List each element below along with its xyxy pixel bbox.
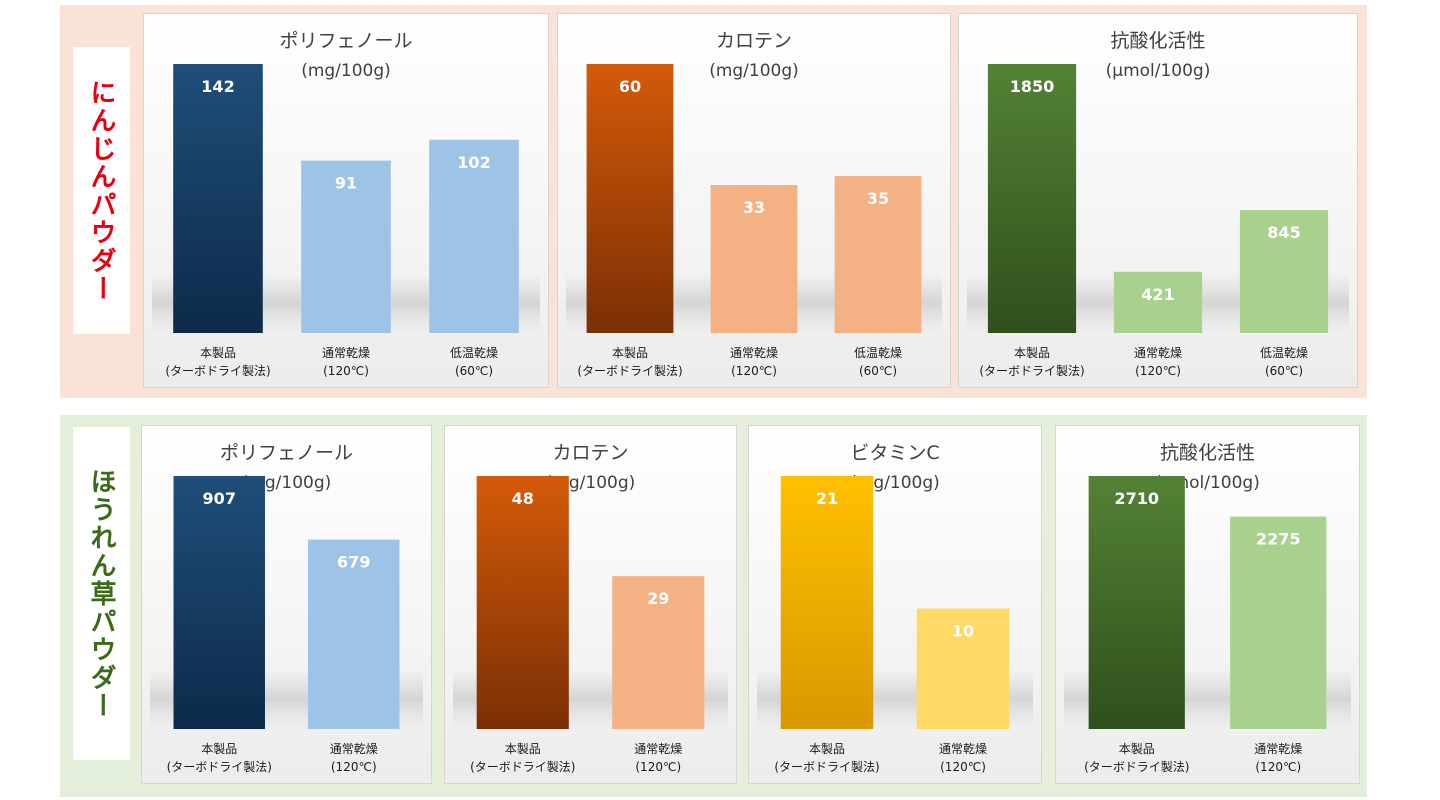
value-label-0: 60 [619, 77, 641, 96]
category-label-0: 本製品 [1119, 742, 1155, 756]
chart-svg: ポリフェノール(mg/100g)907本製品(ターボドライ製法)679通常乾燥(… [150, 442, 423, 774]
bar-1 [710, 185, 798, 333]
chart-title: 抗酸化活性 [1110, 30, 1205, 52]
value-label-1: 33 [743, 198, 765, 217]
bar-1 [1230, 516, 1327, 729]
bar-2 [429, 139, 519, 333]
chart-svg: 抗酸化活性 (μmol/100g) 1850 本製品 (ターボドライ製法) 421 通常乾燥… [967, 30, 1349, 378]
category-label-0: 本製品 [505, 742, 541, 756]
category-label-2: 低温乾燥 [854, 346, 902, 360]
bar-2 [834, 176, 922, 333]
bar-0 [780, 476, 874, 729]
bar-0 [586, 64, 674, 333]
carrot-section-label: にんじんパウダー [86, 78, 116, 303]
bar-0 [173, 64, 263, 333]
category-label-2: 低温乾燥 [1260, 346, 1308, 360]
category-sublabel-1: (120℃) [331, 760, 377, 774]
bar-1 [612, 576, 705, 729]
spinach-section-label: ほうれん草パウダー [86, 467, 116, 720]
bar-0 [173, 476, 265, 729]
category-label-0: 本製品 [201, 742, 237, 756]
chart-title: 抗酸化活性 [1160, 442, 1255, 464]
category-sublabel-0: (ターボドライ製法) [979, 364, 1084, 378]
bar-0 [1088, 476, 1185, 729]
category-label-0: 本製品 [809, 742, 845, 756]
category-label-1: 通常乾燥 [1254, 742, 1302, 756]
category-label-1: 通常乾燥 [939, 742, 987, 756]
category-sublabel-2: (60℃) [1265, 364, 1303, 378]
carrot-polyphenol-chart: ポリフェノール (mg/100g) 142 本製品 (ターボドライ製法) 91 通常乾燥 (1… [143, 13, 549, 388]
spinach-polyphenol-chart: ポリフェノール (mg/100g) 907 本製品 (ターボドライ製法) 679 通常乾燥(… [141, 425, 432, 784]
category-label-1: 通常乾燥 [730, 346, 778, 360]
value-label-1: 29 [647, 589, 669, 608]
chart-title: カロテン [716, 30, 792, 52]
value-label-1: 2275 [1256, 530, 1301, 549]
carrot-antioxidant-chart: 抗酸化活性 (μmol/100g) 1850 本製品 (ターボドライ製法) 421 通常乾燥… [958, 13, 1358, 388]
bar-1 [1113, 271, 1203, 333]
category-sublabel-1: (120℃) [1255, 760, 1301, 774]
category-sublabel-0: (ターボドライ製法) [1084, 760, 1189, 774]
category-label-1: 通常乾燥 [322, 346, 370, 360]
category-sublabel-0: (ターボドライ製法) [470, 760, 575, 774]
category-sublabel-0: (ターボドライ製法) [577, 364, 682, 378]
chart-svg: 抗酸化活性(μmol/100g)2710本製品(ターボドライ製法)2275通常乾… [1064, 442, 1351, 774]
spinach-carotene-chart: カロテン (mg/100g) 48 本製品 (ターボドライ製法) 29 通常乾燥 (120℃) [444, 425, 737, 784]
value-label-0: 48 [512, 489, 534, 508]
category-label-1: 通常乾燥 [634, 742, 682, 756]
category-label-0: 本製品 [1014, 346, 1050, 360]
category-sublabel-1: (120℃) [635, 760, 681, 774]
carrot-section-label-box: にんじんパウダー [73, 47, 130, 334]
bar-1 [308, 539, 400, 729]
category-label-0: 本製品 [200, 346, 236, 360]
chart-title: カロテン [552, 442, 628, 464]
category-sublabel-2: (60℃) [455, 364, 493, 378]
bar-2 [1239, 210, 1329, 333]
chart-title: ポリフェノール [279, 30, 412, 52]
category-sublabel-0: (ターボドライ製法) [774, 760, 879, 774]
value-label-1: 91 [335, 174, 357, 193]
value-label-0: 1850 [1010, 77, 1055, 96]
category-sublabel-2: (60℃) [859, 364, 897, 378]
chart-title: ポリフェノール [220, 442, 353, 464]
chart-unit: (mg/100g) [709, 61, 799, 81]
bar-0 [476, 476, 569, 729]
value-label-0: 2710 [1114, 489, 1159, 508]
spinach-vitamin-c-chart: ビタミンC (mg/100g) 21 本製品 (ターボドライ製法) 10 通常乾燥 (120℃… [748, 425, 1042, 784]
category-sublabel-1: (120℃) [731, 364, 777, 378]
value-label-2: 35 [867, 189, 889, 208]
chart-title: ビタミンC [850, 442, 939, 464]
spinach-section-label-box: ほうれん草パウダー [73, 427, 130, 760]
category-label-1: 通常乾燥 [1134, 346, 1182, 360]
value-label-1: 421 [1141, 285, 1174, 304]
category-label-0: 本製品 [612, 346, 648, 360]
value-label-1: 10 [952, 622, 974, 641]
chart-unit: (μmol/100g) [1106, 61, 1211, 81]
bar-0 [987, 64, 1077, 333]
chart-unit: (mg/100g) [301, 61, 391, 81]
category-sublabel-1: (120℃) [323, 364, 369, 378]
carrot-carotene-chart: カロテン (mg/100g) 60 本製品 (ターボドライ製法) 33 通常乾燥 (120℃)… [557, 13, 951, 388]
category-label-2: 低温乾燥 [450, 346, 498, 360]
category-sublabel-0: (ターボドライ製法) [165, 364, 270, 378]
category-sublabel-1: (120℃) [940, 760, 986, 774]
category-label-1: 通常乾燥 [330, 742, 378, 756]
value-label-0: 907 [203, 489, 236, 508]
chart-svg: カロテン (mg/100g) 60 本製品 (ターボドライ製法) 33 通常乾燥 (120℃)… [566, 30, 942, 378]
value-label-2: 102 [457, 153, 490, 172]
category-sublabel-1: (120℃) [1135, 364, 1181, 378]
spinach-antioxidant-chart: 抗酸化活性 (μmol/100g) 2710 本製品 (ターボドライ製法) 2275 通常乾… [1055, 425, 1360, 784]
value-label-2: 845 [1267, 223, 1300, 242]
value-label-0: 21 [816, 489, 838, 508]
value-label-1: 679 [337, 553, 370, 572]
chart-svg: ビタミンC(mg/100g)21本製品(ターボドライ製法)10通常乾燥(120℃… [757, 442, 1033, 774]
chart-svg: ポリフェノール (mg/100g) 142 本製品 (ターボドライ製法) 91 通常乾燥 (1… [152, 30, 540, 378]
bar-1 [916, 608, 1010, 729]
category-sublabel-0: (ターボドライ製法) [167, 760, 272, 774]
value-label-0: 142 [201, 77, 234, 96]
bar-1 [301, 160, 391, 333]
